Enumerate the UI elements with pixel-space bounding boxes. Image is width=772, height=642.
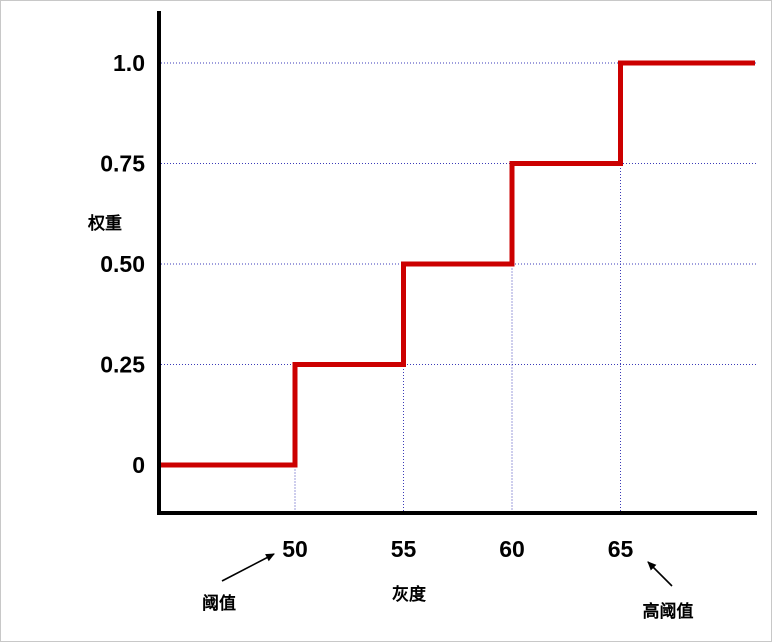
x-tick-label-65: 65 <box>608 536 634 562</box>
y-tick-label-0.50: 0.50 <box>100 251 145 277</box>
step-series-line <box>158 60 755 468</box>
axes <box>157 11 757 515</box>
x-tick-label-50: 50 <box>282 536 308 562</box>
low-threshold-label: 阈值 <box>202 593 236 614</box>
y-tick-label-0: 0 <box>132 452 145 478</box>
x-tick-label-60: 60 <box>499 536 525 562</box>
annotations: 阈值 高阈值 <box>202 553 694 622</box>
guide-lines <box>161 62 757 513</box>
series-layer <box>158 60 755 468</box>
y-tick-label-0.75: 0.75 <box>100 151 145 177</box>
y-tick-label-0.25: 0.25 <box>100 352 145 378</box>
x-axis-label: 灰度 <box>392 584 427 605</box>
high-threshold-arrow <box>647 561 673 587</box>
y-axis-label: 权重 <box>87 213 122 234</box>
high-threshold-label: 高阈值 <box>643 601 694 622</box>
y-tick-label-1.0: 1.0 <box>113 50 145 76</box>
low-threshold-arrow <box>221 553 275 582</box>
x-tick-label-55: 55 <box>391 536 417 562</box>
